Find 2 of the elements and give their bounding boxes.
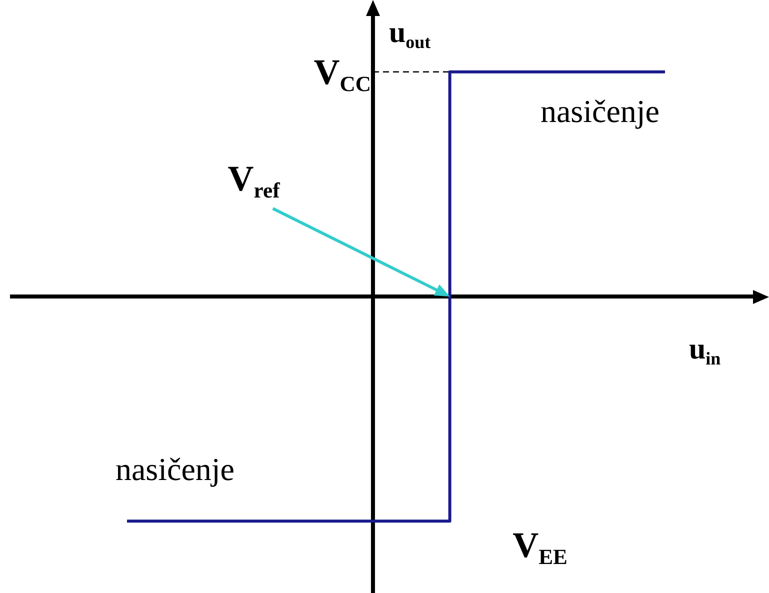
annotation: nasičenje [540,93,660,129]
annotation: nasičenje [115,451,234,487]
